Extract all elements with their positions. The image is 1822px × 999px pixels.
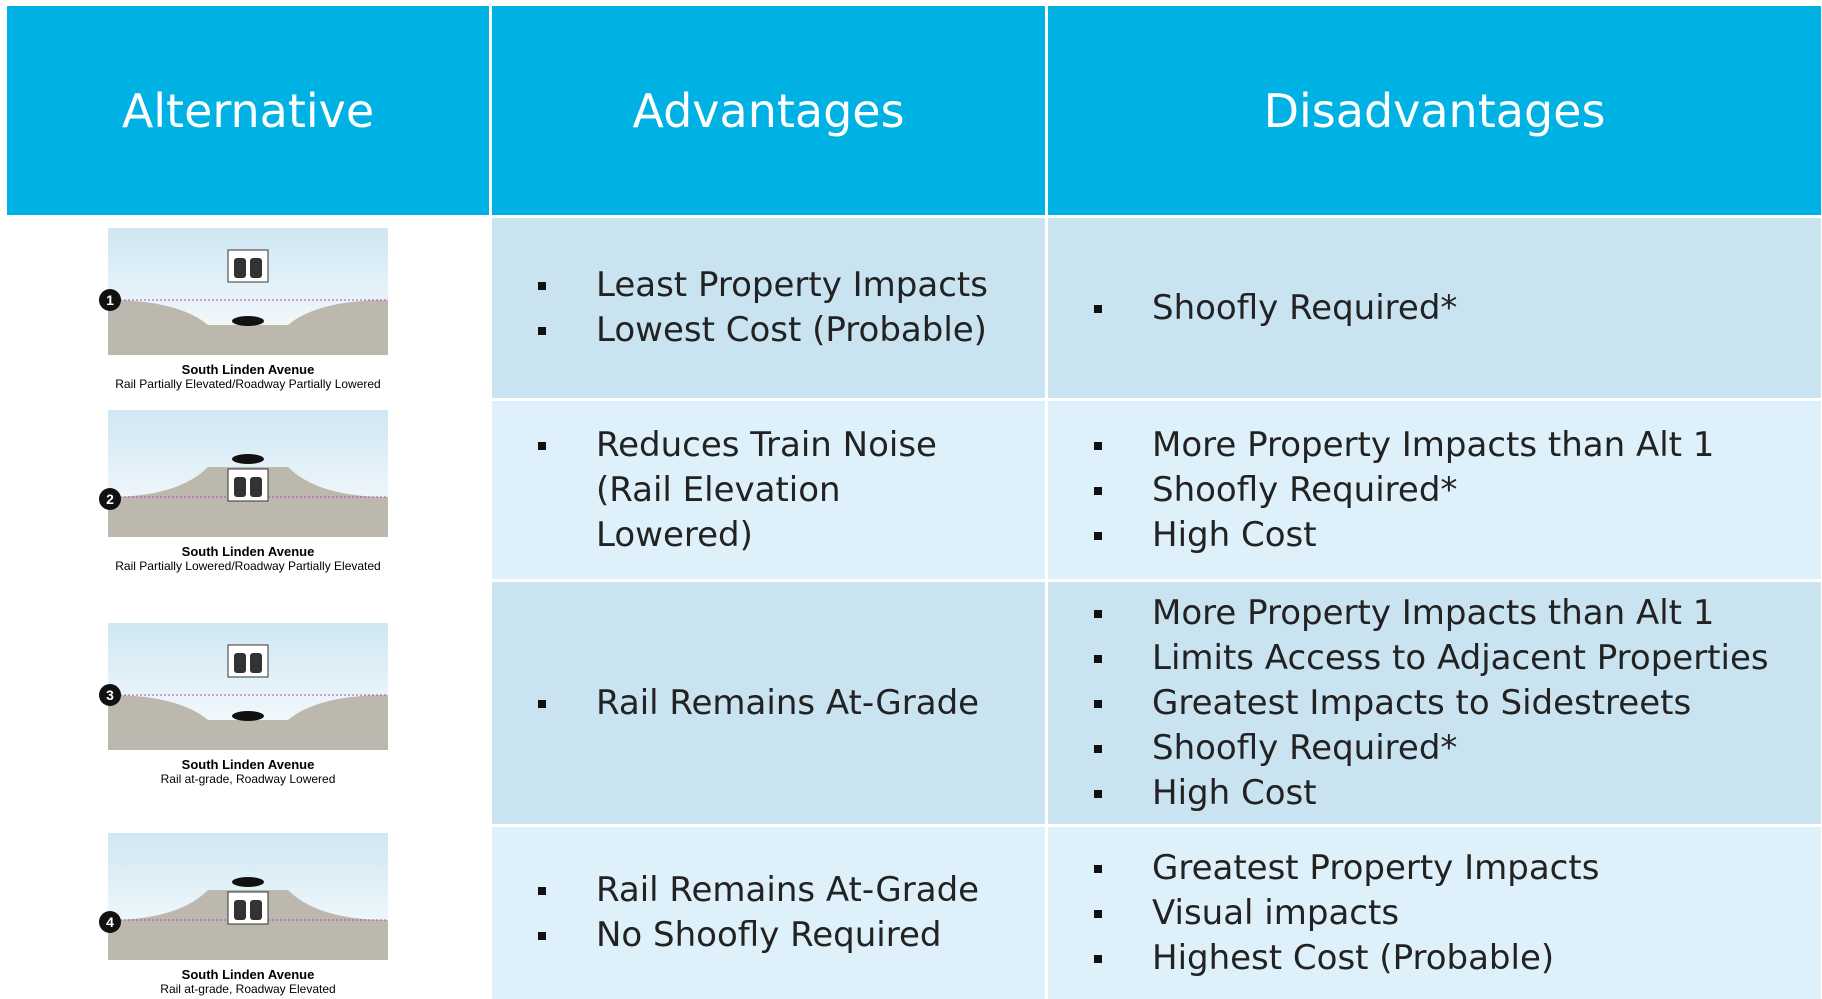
cross-section-diagram: 1: [99, 228, 388, 355]
bullet-item: No Shoofly Required: [516, 913, 1045, 958]
bullet-text: High Cost: [1152, 514, 1317, 555]
alternative-number: 3: [106, 687, 114, 703]
bullet-item: More Property Impacts than Alt 1: [1072, 591, 1821, 636]
bullet: [538, 887, 546, 895]
bullet: [538, 282, 546, 290]
caption-subtitle: Rail Partially Lowered/Roadway Partially…: [115, 559, 381, 573]
bullet-item: Greatest Property Impacts: [1072, 846, 1821, 891]
bullet: [538, 932, 546, 940]
bullet: [1094, 654, 1102, 663]
bullet-item: High Cost: [1072, 513, 1821, 558]
header-cell: Disadvantages: [1048, 6, 1821, 215]
caption-title: South Linden Avenue: [181, 967, 315, 982]
disadvantages-cell: Shoofly Required*: [1048, 218, 1821, 398]
bullet-item: Shoofly Required*: [1072, 726, 1821, 771]
alternative-cell: 3 South Linden Avenue Rail at-grade, Roadw…: [7, 582, 489, 824]
bullet-item: Lowest Cost (Probable): [516, 308, 1045, 353]
bullet-item: Reduces Train Noise (Rail Elevation Lowe…: [516, 423, 1045, 558]
alternative-number: 4: [106, 914, 114, 930]
disadvantages-cell: Greatest Property Impacts Visual impacts H…: [1048, 827, 1821, 999]
caption-title: South Linden Avenue: [181, 362, 315, 377]
bullet-item: Visual impacts: [1072, 891, 1821, 936]
bullet: [1094, 864, 1102, 873]
bullet-text: Shoofly Required*: [1152, 727, 1458, 768]
caption-title: South Linden Avenue: [181, 544, 315, 559]
caption-subtitle: Rail Partially Elevated/Roadway Partiall…: [115, 377, 381, 391]
cross-section-diagram: 3: [99, 623, 388, 750]
bullet-item: More Property Impacts than Alt 1: [1072, 423, 1821, 468]
bullet-item: Rail Remains At-Grade: [516, 868, 1045, 913]
caption-title: South Linden Avenue: [181, 757, 315, 772]
bullet-text: Greatest Impacts to Sidestreets: [1152, 682, 1692, 723]
bullet: [1094, 909, 1102, 918]
bullet-text: No Shoofly Required: [596, 915, 942, 955]
bullet-item: Greatest Impacts to Sidestreets: [1072, 681, 1821, 726]
bullet-item: Highest Cost (Probable): [1072, 936, 1821, 981]
bullet-text: Reduces Train Noise (Rail Elevation Lowe…: [596, 424, 937, 555]
bullet-text: Least Property Impacts: [596, 265, 988, 305]
bullet-item: Rail Remains At-Grade: [516, 681, 1045, 726]
alternative-number: 1: [106, 292, 114, 308]
bullet-text: Limits Access to Adjacent Properties: [1152, 637, 1769, 678]
bullet-text: Lowest Cost (Probable): [596, 310, 987, 350]
advantages-cell: Rail Remains At-Grade: [492, 582, 1045, 824]
alternative-cell: 4 South Linden Avenue Rail at-grade, Roadw…: [7, 827, 489, 999]
bullet: [1094, 789, 1102, 798]
bullet: [1094, 744, 1102, 753]
alternative-cell: 1 South Linden Avenue Rail Partially Eleva…: [7, 218, 489, 398]
cross-section-diagram: 2: [99, 410, 388, 537]
bullet-item: Shoofly Required*: [1072, 286, 1821, 331]
caption-subtitle: Rail at-grade, Roadway Elevated: [160, 982, 336, 996]
bullet: [538, 699, 546, 708]
advantages-cell: Least Property Impacts Lowest Cost (Proba…: [492, 218, 1045, 398]
bullet: [1094, 954, 1102, 963]
bullet-item: High Cost: [1072, 771, 1821, 816]
disadvantages-cell: More Property Impacts than Alt 1 Shoofly …: [1048, 401, 1821, 579]
caption-subtitle: Rail at-grade, Roadway Lowered: [160, 772, 336, 786]
bullet-text: High Cost: [1152, 772, 1317, 813]
alternatives-table: Alternative Advantages Disadvantages 1 South…: [7, 6, 1821, 999]
bullet: [1094, 486, 1102, 495]
header-cell: Advantages: [492, 6, 1045, 215]
bullet-item: Least Property Impacts: [516, 263, 1045, 308]
advantages-cell: Rail Remains At-Grade No Shoofly Required: [492, 827, 1045, 999]
bullet: [1094, 441, 1102, 450]
bullet: [538, 327, 546, 335]
bullet: [1094, 699, 1102, 708]
bullet-text: Shoofly Required*: [1152, 469, 1458, 510]
bullet-item: Shoofly Required*: [1072, 468, 1821, 513]
bullet-item: Limits Access to Adjacent Properties: [1072, 636, 1821, 681]
alternative-number: 2: [106, 491, 114, 507]
cross-section-diagram: 4: [99, 833, 388, 960]
bullet: [1094, 609, 1102, 618]
bullet: [538, 441, 546, 450]
alternative-cell: 2 South Linden Avenue Rail Partially Lower…: [7, 401, 489, 579]
disadvantages-cell: More Property Impacts than Alt 1 Limits A…: [1048, 582, 1821, 824]
bullet-text: More Property Impacts than Alt 1: [1152, 424, 1715, 465]
bullet: [1094, 304, 1102, 313]
bullet-text: Visual impacts: [1152, 892, 1400, 933]
bullet-text: Rail Remains At-Grade: [596, 682, 980, 723]
advantages-cell: Reduces Train Noise (Rail Elevation Lowe…: [492, 401, 1045, 579]
header-cell: Alternative: [7, 6, 489, 215]
bullet: [1094, 531, 1102, 540]
bullet-text: More Property Impacts than Alt 1: [1152, 592, 1715, 633]
bullet-text: Rail Remains At-Grade: [596, 870, 980, 910]
bullet-text: Greatest Property Impacts: [1152, 847, 1600, 888]
bullet-text: Shoofly Required*: [1152, 287, 1458, 328]
bullet-text: Highest Cost (Probable): [1152, 937, 1555, 978]
